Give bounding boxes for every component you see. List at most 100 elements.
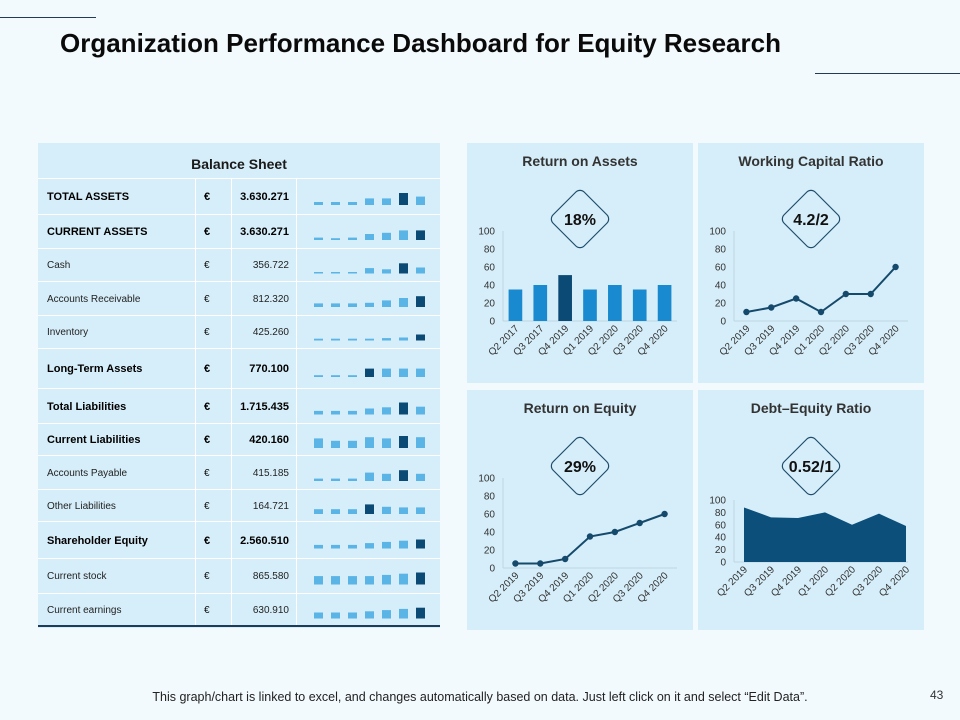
bar[interactable] xyxy=(558,275,572,321)
balance-sheet-row[interactable]: Accounts Payable €415.185 xyxy=(38,455,440,490)
balance-sheet-title: Balance Sheet xyxy=(191,156,287,172)
sparkline-bar xyxy=(399,507,408,514)
y-tick-label: 40 xyxy=(484,281,496,292)
balance-sheet-row[interactable]: Current stock €865.580 xyxy=(38,558,440,594)
data-point[interactable] xyxy=(792,295,800,302)
sparkline-bar xyxy=(416,572,425,585)
working-capital-ratio-title: Working Capital Ratio xyxy=(738,153,884,169)
page-title: Organization Performance Dashboard for E… xyxy=(60,28,781,58)
row-value: 356.722 xyxy=(252,260,289,271)
y-tick-label: 40 xyxy=(715,281,727,292)
data-point[interactable] xyxy=(892,263,899,271)
sparkline-bar xyxy=(416,296,425,307)
area-series[interactable] xyxy=(744,507,906,562)
bar[interactable] xyxy=(657,285,672,321)
data-point[interactable] xyxy=(842,290,850,298)
balance-sheet-row[interactable]: Shareholder Equity €2.560.510 xyxy=(38,521,440,559)
column-divider xyxy=(195,349,196,389)
sparkline-bar xyxy=(416,267,425,274)
row-currency: € xyxy=(204,260,210,271)
balance-sheet-row[interactable]: CURRENT ASSETS €3.630.271 xyxy=(38,214,440,249)
data-point[interactable] xyxy=(611,528,619,536)
sparkline-bar xyxy=(399,263,408,274)
data-point[interactable] xyxy=(512,560,519,567)
balance-sheet-row[interactable]: Other Liabilities €164.721 xyxy=(38,489,440,522)
sparkline-bar xyxy=(382,438,391,448)
column-divider xyxy=(231,456,232,490)
balance-sheet-row[interactable]: Total Liabilities €1.715.435 xyxy=(38,388,440,424)
sparkline-bar xyxy=(365,338,374,341)
row-sparkline xyxy=(314,607,425,619)
data-point[interactable] xyxy=(636,519,643,527)
sparkline-bar xyxy=(416,196,425,205)
sparkline-bar xyxy=(314,478,323,481)
data-point[interactable] xyxy=(743,308,750,316)
sparkline-bar xyxy=(365,576,374,585)
y-tick-label: 40 xyxy=(484,528,496,539)
return-on-equity-title: Return on Equity xyxy=(523,400,637,416)
balance-sheet-row[interactable]: Accounts Receivable €812.320 xyxy=(38,281,440,316)
column-divider xyxy=(296,522,297,559)
sparkline-bar xyxy=(399,193,408,205)
data-point[interactable] xyxy=(586,533,594,540)
balance-sheet-row[interactable]: TOTAL ASSETS €3.630.271 xyxy=(38,178,440,215)
row-currency: € xyxy=(204,363,211,375)
sparkline-bar xyxy=(399,540,408,549)
data-point[interactable] xyxy=(768,304,775,311)
y-tick-label: 20 xyxy=(715,299,727,310)
badge-value: 0.52/1 xyxy=(789,459,834,476)
sparkline-bar xyxy=(365,198,374,205)
y-tick-label: 80 xyxy=(715,508,727,519)
column-divider xyxy=(231,249,232,282)
bar[interactable] xyxy=(533,285,548,321)
column-divider xyxy=(231,522,232,559)
balance-sheet-row[interactable]: Cash €356.722 xyxy=(38,248,440,282)
sparkline-bar xyxy=(348,576,357,585)
sparkline-bar xyxy=(331,410,340,415)
data-point[interactable] xyxy=(867,290,874,298)
bar[interactable] xyxy=(608,285,622,321)
data-point[interactable] xyxy=(661,510,668,518)
sparkline-bar xyxy=(416,607,425,619)
sparkline-bar xyxy=(382,232,391,240)
row-sparkline xyxy=(314,504,425,514)
column-divider xyxy=(195,456,196,490)
sparkline-bar xyxy=(314,237,323,240)
y-tick-label: 100 xyxy=(709,496,726,507)
row-currency: € xyxy=(204,400,211,413)
sparkline-bar xyxy=(331,202,340,205)
sparkline-bar xyxy=(416,368,425,377)
bar[interactable] xyxy=(508,289,523,322)
y-tick-label: 80 xyxy=(715,245,727,256)
bar[interactable] xyxy=(583,289,597,322)
row-sparkline xyxy=(314,436,425,448)
sparkline-bar xyxy=(348,338,357,341)
sparkline-bar xyxy=(382,407,391,415)
column-divider xyxy=(296,559,297,594)
data-point[interactable] xyxy=(561,555,569,563)
data-point[interactable] xyxy=(537,560,544,567)
return-on-equity-panel[interactable]: Return on Equity 29% 0 20 40 60 80 100 Q2 2019 Q… xyxy=(467,390,693,630)
balance-sheet-row[interactable]: Current Liabilities €420.160 xyxy=(38,423,440,456)
sparkline-bar xyxy=(348,440,357,448)
balance-sheet-row[interactable]: Long-Term Assets €770.100 xyxy=(38,348,440,389)
sparkline-bar xyxy=(382,574,391,585)
data-point[interactable] xyxy=(817,308,825,316)
sparkline-bar xyxy=(348,478,357,481)
column-divider xyxy=(231,594,232,627)
sparkline-bar xyxy=(382,198,391,205)
balance-sheet-row[interactable]: Inventory €425.260 xyxy=(38,315,440,349)
balance-sheet-table[interactable]: Balance Sheet TOTAL ASSETS €3.630.271 CURR… xyxy=(38,143,440,628)
debt-equity-ratio-panel[interactable]: Debt–Equity Ratio 0.52/1 0 20 40 60 80 100 Q2 2… xyxy=(698,390,924,630)
working-capital-ratio-panel[interactable]: Working Capital Ratio 4.2/2 0 20 40 60 80 100 Q… xyxy=(698,143,924,383)
column-divider xyxy=(231,215,232,249)
column-divider xyxy=(195,179,196,215)
row-sparkline xyxy=(314,230,425,240)
sparkline-bar xyxy=(331,238,340,240)
sparkline-bar xyxy=(365,234,374,240)
balance-sheet-row[interactable]: Current earnings €630.910 xyxy=(38,593,440,627)
bar[interactable] xyxy=(632,289,647,322)
return-on-assets-panel[interactable]: Return on Assets 18% 0 20 40 60 80 100 Q2 2017 Q… xyxy=(467,143,693,383)
sparkline-bar xyxy=(348,202,357,205)
page-number: 43 xyxy=(930,688,944,702)
